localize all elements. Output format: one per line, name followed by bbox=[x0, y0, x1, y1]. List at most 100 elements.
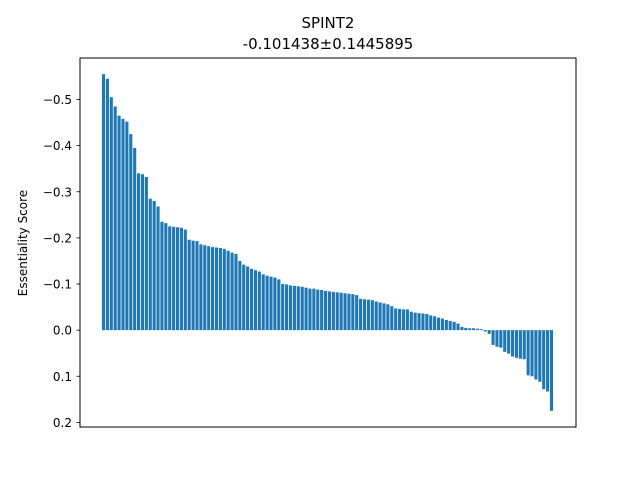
bar bbox=[129, 134, 133, 331]
bar bbox=[433, 316, 437, 331]
bar bbox=[323, 290, 328, 331]
bar bbox=[327, 291, 332, 331]
bar bbox=[464, 327, 468, 331]
bar bbox=[172, 226, 176, 331]
bar bbox=[292, 285, 296, 331]
bar bbox=[246, 266, 250, 331]
bar bbox=[366, 299, 370, 331]
bar bbox=[347, 293, 351, 331]
bar bbox=[425, 313, 429, 331]
bar bbox=[378, 302, 382, 331]
bar bbox=[390, 306, 394, 331]
bar bbox=[475, 328, 480, 331]
plot-frame bbox=[79, 57, 577, 428]
bar bbox=[542, 330, 546, 390]
bar bbox=[487, 330, 491, 334]
bar bbox=[121, 118, 125, 331]
bar bbox=[421, 313, 425, 331]
bar bbox=[300, 286, 304, 331]
bar bbox=[394, 308, 398, 331]
bar bbox=[405, 309, 409, 331]
bar bbox=[398, 308, 402, 331]
bar bbox=[226, 250, 230, 331]
bar bbox=[144, 177, 148, 331]
bar bbox=[534, 330, 538, 380]
bar bbox=[374, 301, 378, 331]
y-axis-ticks: −0.5 −0.4 −0.3 −0.2 −0.1 0.0 0.1 0.2 bbox=[43, 93, 80, 430]
bar bbox=[436, 317, 441, 331]
bar bbox=[316, 289, 320, 331]
bar bbox=[277, 279, 281, 331]
y-tick-label: 0.2 bbox=[53, 416, 72, 430]
bar bbox=[382, 303, 386, 331]
bar bbox=[191, 240, 195, 331]
bar bbox=[483, 330, 487, 332]
bar bbox=[359, 298, 363, 331]
bar bbox=[522, 330, 526, 360]
bar bbox=[312, 288, 316, 331]
bar bbox=[187, 239, 191, 331]
bar bbox=[156, 206, 160, 331]
bar bbox=[101, 74, 106, 331]
bar bbox=[137, 173, 141, 331]
bar bbox=[335, 292, 339, 331]
chart-title: SPINT2 bbox=[302, 14, 355, 32]
y-tick-label: 0.1 bbox=[53, 370, 72, 384]
bar bbox=[479, 329, 483, 331]
bar bbox=[444, 319, 448, 331]
y-tick-label: −0.3 bbox=[43, 185, 72, 199]
bar bbox=[339, 292, 343, 331]
bar bbox=[351, 294, 355, 331]
bar bbox=[468, 328, 472, 331]
bar bbox=[320, 290, 324, 331]
y-tick-label: −0.1 bbox=[43, 278, 72, 292]
bar bbox=[164, 223, 168, 331]
bar bbox=[238, 260, 242, 331]
bar bbox=[257, 271, 261, 331]
bar bbox=[460, 326, 464, 331]
y-axis-label: Essentiality Score bbox=[16, 190, 30, 296]
bar bbox=[288, 285, 293, 331]
bar bbox=[203, 245, 207, 331]
bar bbox=[549, 330, 554, 411]
bar bbox=[113, 106, 117, 331]
bar bbox=[179, 227, 183, 331]
bar bbox=[362, 299, 367, 331]
bar bbox=[386, 304, 390, 331]
bar bbox=[234, 254, 238, 331]
bar bbox=[285, 284, 289, 331]
bar bbox=[207, 246, 211, 331]
bar bbox=[242, 264, 246, 331]
bar bbox=[546, 330, 550, 392]
y-tick-label: −0.4 bbox=[43, 139, 72, 153]
bar bbox=[105, 78, 109, 331]
bar bbox=[140, 174, 145, 331]
bar bbox=[331, 291, 335, 331]
bar bbox=[510, 330, 515, 357]
bar bbox=[183, 229, 187, 331]
bar bbox=[491, 330, 495, 345]
bar bbox=[117, 115, 121, 331]
bar bbox=[514, 330, 518, 358]
bar bbox=[261, 274, 265, 331]
bar bbox=[269, 276, 273, 331]
bar bbox=[417, 313, 421, 331]
bar bbox=[401, 309, 406, 331]
bar bbox=[499, 330, 503, 348]
bar bbox=[495, 330, 499, 347]
bar bbox=[503, 330, 507, 352]
bar bbox=[199, 244, 203, 331]
bar bbox=[472, 328, 476, 331]
y-tick-label: −0.2 bbox=[43, 231, 72, 245]
bar bbox=[253, 270, 257, 331]
bar bbox=[308, 288, 312, 331]
bar bbox=[214, 247, 219, 331]
bar bbox=[109, 97, 113, 331]
bar bbox=[440, 318, 444, 331]
bar bbox=[265, 275, 269, 331]
bar bbox=[249, 268, 254, 331]
bar bbox=[125, 121, 129, 331]
y-tick-label: 0.0 bbox=[53, 324, 72, 338]
bar bbox=[304, 287, 308, 331]
